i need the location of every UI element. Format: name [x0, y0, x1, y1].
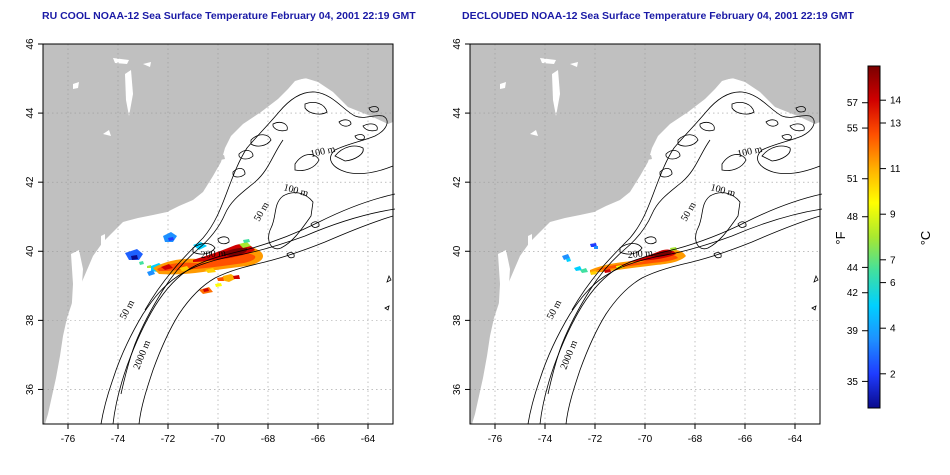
lat-tick-label: 36 [25, 383, 36, 395]
celsius-tick-label: 14 [890, 96, 902, 107]
lat-tick-label: 40 [25, 245, 36, 257]
fahrenheit-tick-label: 57 [847, 98, 859, 109]
fahrenheit-tick-label: 39 [847, 326, 859, 337]
lon-tick-label: -64 [788, 434, 803, 445]
lat-tick-label: 42 [452, 176, 463, 188]
contour-label-200m: 200 m [627, 248, 653, 261]
colorbar-ramp [867, 65, 881, 409]
panel-right-title: DECLOUDED NOAA-12 Sea Surface Temperatur… [462, 10, 854, 22]
map-panel-right: 100 m 100 m 50 m 200 m 50 m 2000 m -76 -7… [452, 38, 823, 445]
lon-tick-label: -72 [161, 434, 176, 445]
lon-tick-label: -74 [538, 434, 553, 445]
lon-tick-label: -70 [211, 434, 226, 445]
fahrenheit-tick-label: 48 [847, 212, 859, 223]
celsius-tick-label: 11 [890, 164, 901, 175]
lon-tick-label: -66 [738, 434, 753, 445]
contour-label-100m-a: 100 m [309, 144, 336, 160]
lat-tick-label: 44 [25, 107, 36, 119]
map-axes: -76 -74 -72 -70 -68 -66 -64 36 38 40 42 44 46 [25, 38, 376, 445]
celsius-tick-label: 2 [890, 369, 896, 380]
fahrenheit-tick-label: 51 [847, 174, 859, 185]
lon-tick-label: -72 [588, 434, 603, 445]
fahrenheit-tick-label: 44 [847, 263, 859, 274]
lon-tick-label: -68 [688, 434, 703, 445]
lon-tick-label: -70 [638, 434, 653, 445]
lon-tick-label: -76 [488, 434, 503, 445]
lat-tick-label: 42 [25, 176, 36, 188]
celsius-unit-label: °C [918, 231, 933, 246]
map-axes: -76 -74 -72 -70 -68 -66 -64 36 38 40 42 44 46 [452, 38, 803, 445]
celsius-tick-label: 4 [890, 324, 896, 335]
lon-tick-label: -74 [111, 434, 126, 445]
lon-tick-label: -76 [61, 434, 76, 445]
graticule [470, 44, 820, 424]
lat-tick-label: 38 [452, 314, 463, 326]
lon-tick-label: -66 [311, 434, 326, 445]
lat-tick-label: 46 [25, 38, 36, 50]
lat-tick-label: 46 [452, 38, 463, 50]
graticule [43, 44, 393, 424]
lat-tick-label: 36 [452, 383, 463, 395]
contour-label-200m: 200 m [200, 248, 226, 261]
celsius-tick-label: 6 [890, 278, 896, 289]
fahrenheit-tick-label: 55 [847, 124, 859, 135]
lat-tick-label: 44 [452, 107, 463, 119]
celsius-tick-label: 7 [890, 255, 896, 266]
fahrenheit-unit-label: °F [833, 231, 848, 244]
map-panel-left: 100 m 100 m 50 m 200 m 50 m 2000 m -76 -7… [25, 38, 396, 445]
fahrenheit-scale: 57 55 51 48 44 42 39 35 [847, 98, 868, 388]
fahrenheit-tick-label: 42 [847, 288, 859, 299]
lon-tick-label: -64 [361, 434, 376, 445]
celsius-scale: 14 13 11 9 7 6 4 2 [880, 96, 902, 380]
contour-label-100m-a: 100 m [736, 144, 763, 160]
celsius-tick-label: 9 [890, 210, 896, 221]
lat-tick-label: 38 [25, 314, 36, 326]
fahrenheit-tick-label: 35 [847, 377, 859, 388]
lat-tick-label: 40 [452, 245, 463, 257]
lon-tick-label: -68 [261, 434, 276, 445]
celsius-tick-label: 13 [890, 119, 902, 130]
panel-left-title: RU COOL NOAA-12 Sea Surface Temperature … [42, 10, 416, 22]
